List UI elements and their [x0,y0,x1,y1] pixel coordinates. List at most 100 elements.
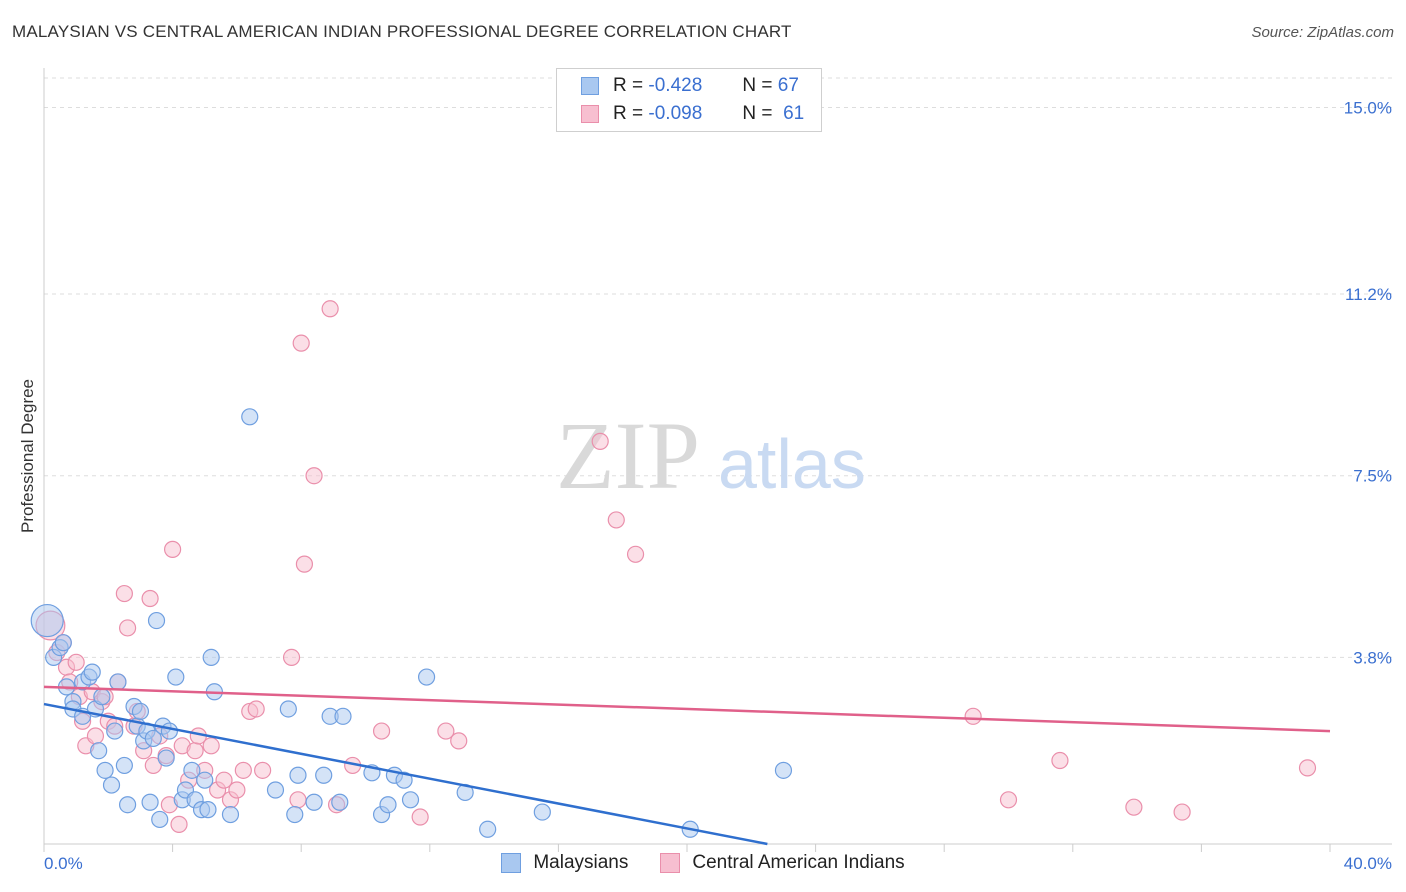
data-point [295,555,314,573]
data-point [315,766,333,784]
legend-r-label: R = [613,103,644,124]
tick-labels: 3.8% 7.5% 11.2% 15.0% 0.0% 40.0% [44,98,1392,873]
data-point [144,729,162,748]
data-point [93,688,111,706]
data-point [533,803,551,821]
grid-lines [44,77,1392,658]
data-point [228,781,246,799]
data-point [196,771,214,789]
legend-swatch-pink [581,105,599,123]
legend-item-central-american-indians[interactable]: Central American Indians [660,852,905,874]
data-point [591,432,609,450]
data-point [964,707,982,725]
legend-swatch-blue [501,853,522,873]
legend-n-value: 67 [777,75,799,96]
legend-item-malaysians[interactable]: Malaysians [501,852,628,874]
data-point [266,781,285,799]
data-point [372,722,391,740]
data-point [160,722,178,740]
data-point [286,805,304,824]
data-point [450,732,468,750]
data-point [131,702,150,721]
data-point [215,771,233,789]
data-point [1298,759,1317,777]
data-point [118,796,137,814]
stats-legend: R = -0.428 N = 67 R = -0.098 N = 61 [556,68,822,132]
data-point [395,771,413,789]
data-point [83,663,101,681]
data-point [202,648,220,667]
data-point [157,749,175,767]
data-point [183,761,201,779]
data-point [170,815,188,833]
data-point [254,761,272,779]
data-point [90,742,108,760]
data-point [401,791,420,809]
data-point [331,793,349,811]
y-tick-label: 15.0% [1344,98,1392,117]
y-tick-label: 3.8% [1353,648,1392,667]
data-point [305,467,323,485]
x-tick-label-max: 40.0% [1344,854,1392,873]
legend-label: Malaysians [533,852,629,873]
source-label: Source: ZipAtlas.com [1251,24,1394,41]
data-point [199,801,217,819]
data-point [115,756,133,775]
data-point [67,653,85,671]
data-point [54,634,72,652]
series-legend: Malaysians Central American Indians [0,852,1406,874]
data-point [141,589,159,608]
legend-r-value: -0.428 [648,75,703,96]
y-axis-label: Professional Degree [18,378,37,534]
trend-line-pink [43,685,1331,733]
legend-n-label: N = [742,75,773,96]
data-point [999,791,1018,809]
legend-n-label: N = [742,103,773,124]
data-point [626,545,645,563]
axes [43,68,1392,852]
data-point [607,511,625,529]
data-point [334,707,352,725]
data-point [411,808,429,826]
data-point [247,700,265,718]
data-point [379,796,397,814]
data-point [305,793,323,811]
legend-row-central-american-indians: R = -0.098 N = 61 [581,101,804,127]
data-point [167,668,185,686]
trend-line-blue [43,702,768,846]
data-point [1125,798,1143,816]
data-point [118,619,137,637]
data-point [1051,751,1069,770]
data-point [186,742,204,760]
legend-swatch-blue [581,77,599,95]
data-point [86,727,105,745]
data-point [202,737,220,755]
data-point [96,761,114,779]
legend-label: Central American Indians [692,852,905,873]
chart-title: MALAYSIAN VS CENTRAL AMERICAN INDIAN PRO… [12,22,792,41]
series-central-american-indians [35,300,1317,833]
data-point [234,761,252,779]
data-point [282,648,301,667]
data-point [102,776,121,794]
legend-row-malaysians: R = -0.428 N = 67 [581,73,799,99]
data-point [115,584,133,603]
data-point [437,722,455,740]
data-point [241,408,259,426]
data-point [289,791,307,809]
data-point [479,820,497,838]
trend-lines [43,685,1331,846]
data-point [147,611,166,630]
data-point [289,766,307,784]
y-tick-label: 11.2% [1345,285,1392,304]
data-point [106,722,124,740]
legend-swatch-pink [660,853,681,873]
data-point [144,756,162,775]
legend-r-value: -0.098 [648,103,703,124]
data-point [30,603,64,638]
data-point [292,334,310,352]
x-tick-label-min: 0.0% [44,854,83,873]
watermark-atlas: atlas [718,425,866,503]
watermark-zip: ZIP [556,402,700,509]
